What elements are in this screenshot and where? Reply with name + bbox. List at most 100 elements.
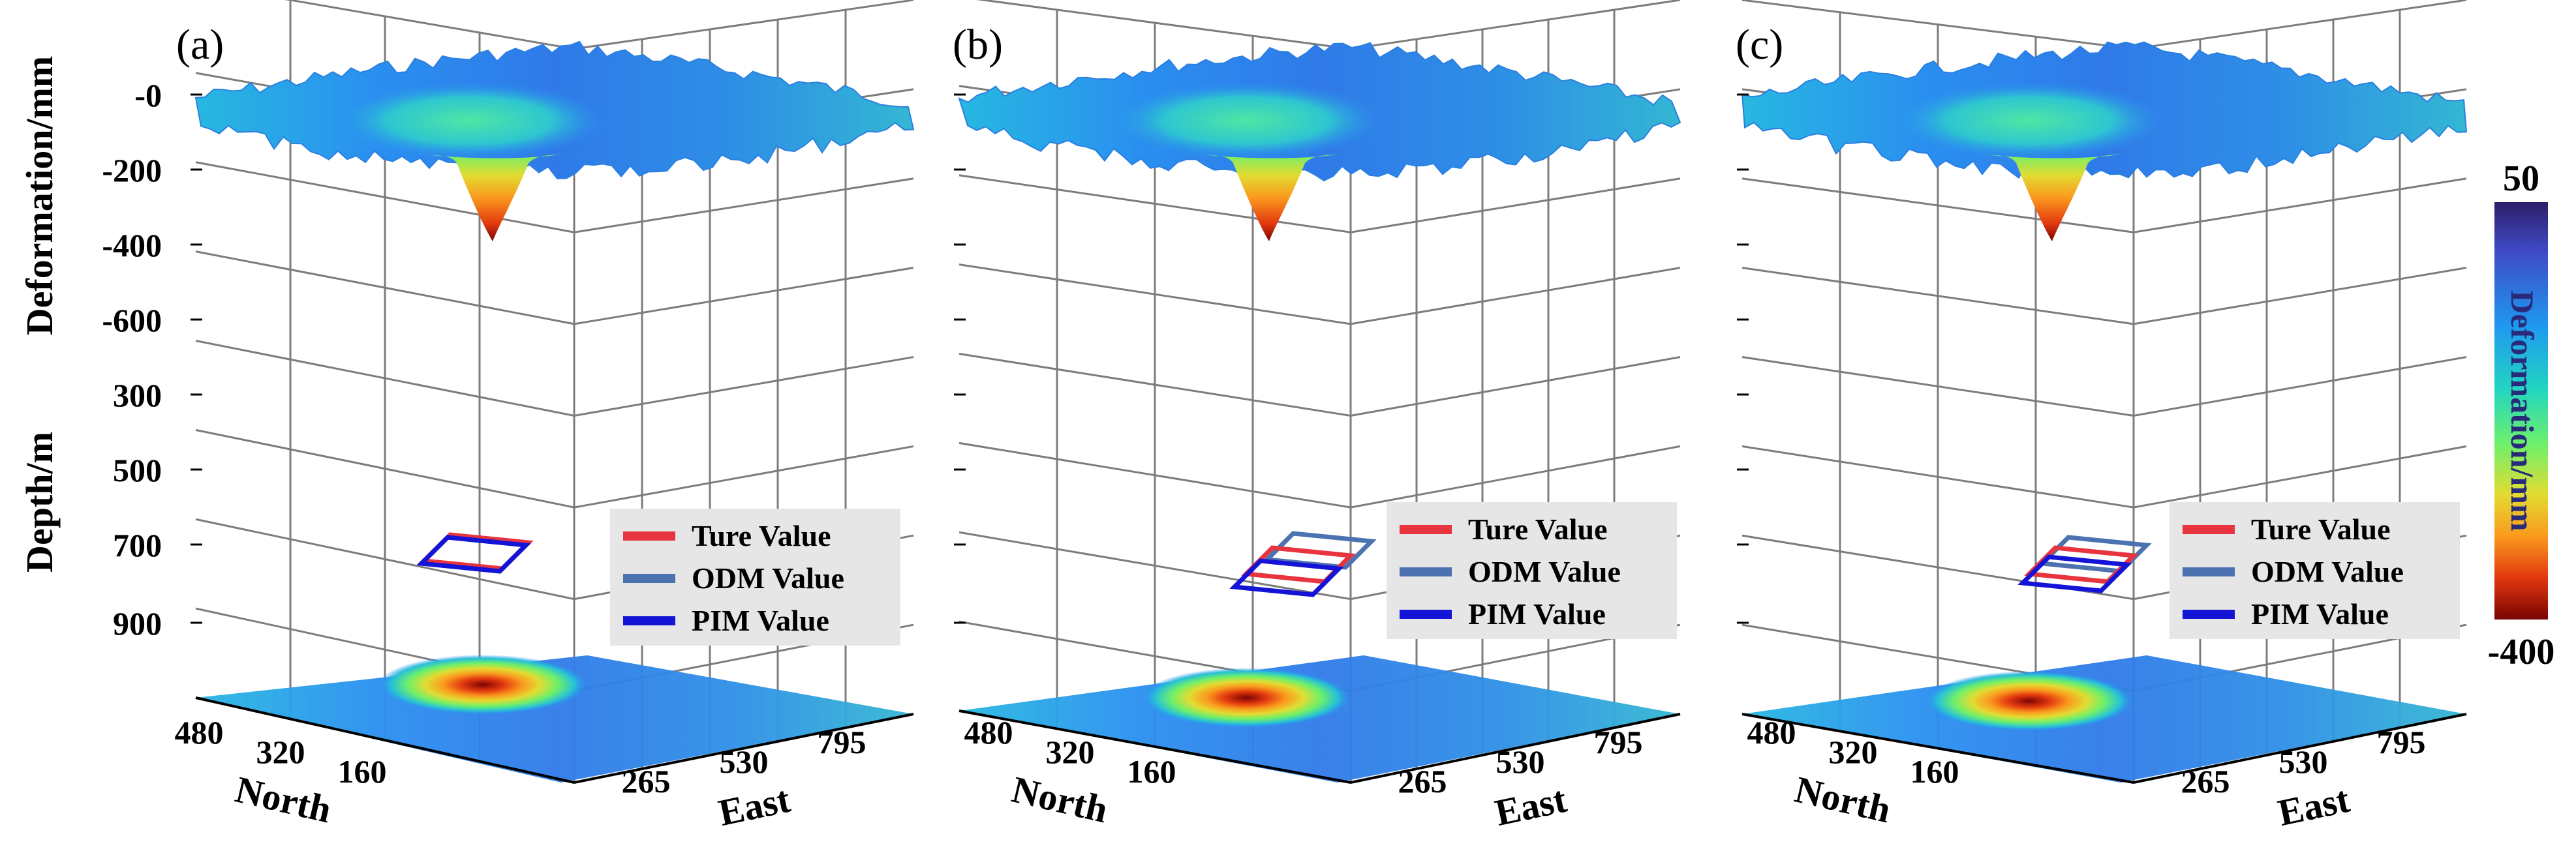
legend-label: ODM Value	[2251, 555, 2404, 588]
east-axis-title: East	[715, 778, 794, 835]
surface-glow	[1109, 82, 1383, 160]
east-axis-line	[2133, 713, 2467, 784]
floor-subsidence-spot	[378, 655, 587, 715]
east-tick-label: 530	[720, 743, 769, 780]
panels: (a) -0 -200 -400 -600 300 500 700 900 Deformation…	[18, 0, 2468, 835]
colorbar-ramp	[2494, 202, 2548, 620]
legend-label: PIM Value	[1468, 597, 1606, 631]
grid-line	[958, 353, 1681, 417]
colorbar-min-label: -400	[2488, 632, 2555, 672]
grid-line	[195, 250, 914, 325]
east-tick-label: 530	[1496, 743, 1545, 780]
north-tick-label: 320	[256, 734, 305, 770]
panel-1: (a) -0 -200 -400 -600 300 500 700 900 Deformation…	[18, 0, 915, 835]
legend: Ture Value ODM Value PIM Value	[2170, 502, 2460, 639]
north-tick-label: 160	[1127, 753, 1176, 790]
panel-label: (b)	[953, 21, 1003, 68]
grid-line	[1741, 267, 2467, 325]
east-axis-line	[1350, 713, 1681, 784]
north-axis-title: North	[1008, 768, 1112, 831]
north-axis-line	[958, 709, 1351, 784]
east-tick-label: 265	[622, 763, 671, 799]
east-axis-title: East	[1492, 778, 1571, 835]
z-tick-label: -0	[134, 77, 162, 113]
east-tick-label: 795	[818, 724, 866, 760]
legend-label: Ture Value	[2251, 513, 2391, 546]
east-tick-label: 265	[1398, 763, 1447, 799]
north-axis-title: North	[232, 768, 335, 831]
colorbar-title: Deformation/mm	[2504, 290, 2541, 531]
z-tick-label: -600	[102, 302, 162, 338]
floor-subsidence-spot	[1925, 671, 2134, 731]
subsidence-cone	[418, 153, 564, 241]
colorbar-max-label: 50	[2503, 158, 2539, 199]
legend-label: PIM Value	[692, 604, 829, 637]
grid-line	[1741, 356, 2467, 417]
axes	[1737, 93, 2467, 784]
z-axis-title-deformation: Deformation/mm	[18, 56, 61, 335]
deformation-surface	[194, 40, 915, 241]
z-tick-label: 500	[113, 452, 162, 488]
east-tick-label: 265	[2181, 763, 2230, 799]
north-tick-label: 160	[1910, 753, 1959, 790]
north-axis-title: North	[1791, 768, 1895, 831]
z-tick-label: 700	[113, 527, 162, 563]
pim-model-outline	[416, 535, 531, 574]
panel-label: (a)	[176, 21, 224, 68]
pim-model-outline	[2017, 554, 2132, 593]
north-axis-line	[195, 696, 575, 784]
grid-line	[958, 263, 1681, 325]
floor-projection	[196, 655, 913, 783]
subsidence-cone	[1977, 153, 2124, 241]
legend-label: Ture Value	[1468, 513, 1608, 546]
z-tick-label: 900	[113, 605, 162, 642]
axes	[954, 93, 1681, 784]
east-axis-line	[574, 713, 914, 784]
floor-surface	[196, 655, 913, 783]
north-tick-label: 160	[338, 753, 387, 790]
source-models	[2017, 535, 2152, 593]
panel-label: (c)	[1736, 21, 1783, 68]
grid-line	[958, 174, 1681, 233]
floor-projection	[959, 655, 1680, 783]
z-tick-label: -200	[102, 152, 162, 188]
east-tick-label: 530	[2279, 743, 2328, 780]
east-tick-label: 795	[2377, 724, 2426, 760]
north-axis-line	[1741, 713, 2134, 784]
legend-label: PIM Value	[2251, 597, 2389, 631]
surface-glow	[333, 82, 607, 160]
z-tick-label: 300	[113, 377, 162, 413]
grid-line	[1741, 177, 2467, 233]
legend-label: Ture Value	[692, 519, 831, 552]
floor-projection	[1742, 655, 2466, 783]
source-models	[416, 532, 534, 574]
z-tick-label: -400	[102, 227, 162, 263]
legend: Ture Value ODM Value PIM Value	[1387, 502, 1677, 639]
subsidence-cone	[1194, 153, 1341, 241]
legend-label: ODM Value	[692, 561, 844, 595]
grid-line	[1741, 0, 2467, 50]
north-tick-label: 320	[1046, 734, 1095, 770]
grid-line	[1741, 445, 2467, 509]
pim-model-outline	[1229, 558, 1344, 597]
panel-2: (b) 480 320 160 North 265 530 795 East Ture Value…	[953, 0, 1681, 835]
floor-subsidence-spot	[1142, 668, 1351, 728]
true-model-outline	[1241, 545, 1356, 584]
north-tick-label: 480	[964, 714, 1013, 751]
source-models	[1229, 531, 1377, 597]
legend: Ture Value ODM Value PIM Value	[610, 509, 900, 646]
deformation-surface	[1741, 41, 2468, 241]
grid-line	[284, 0, 914, 50]
grid-line	[976, 0, 1681, 50]
surface-glow	[1892, 82, 2166, 160]
east-tick-label: 795	[1594, 724, 1643, 760]
grid-line	[195, 340, 914, 417]
colorbar: 50 -400 Deformation/mm	[2488, 158, 2555, 672]
north-tick-label: 480	[175, 714, 224, 751]
east-axis-title: East	[2275, 778, 2354, 835]
grid-line	[195, 428, 914, 509]
z-axis-title-depth: Depth/m	[18, 432, 61, 573]
grid-line	[958, 441, 1681, 509]
panel-3: (c) 480 320 160 North 265 530 795 East Ture Value…	[1736, 0, 2468, 835]
